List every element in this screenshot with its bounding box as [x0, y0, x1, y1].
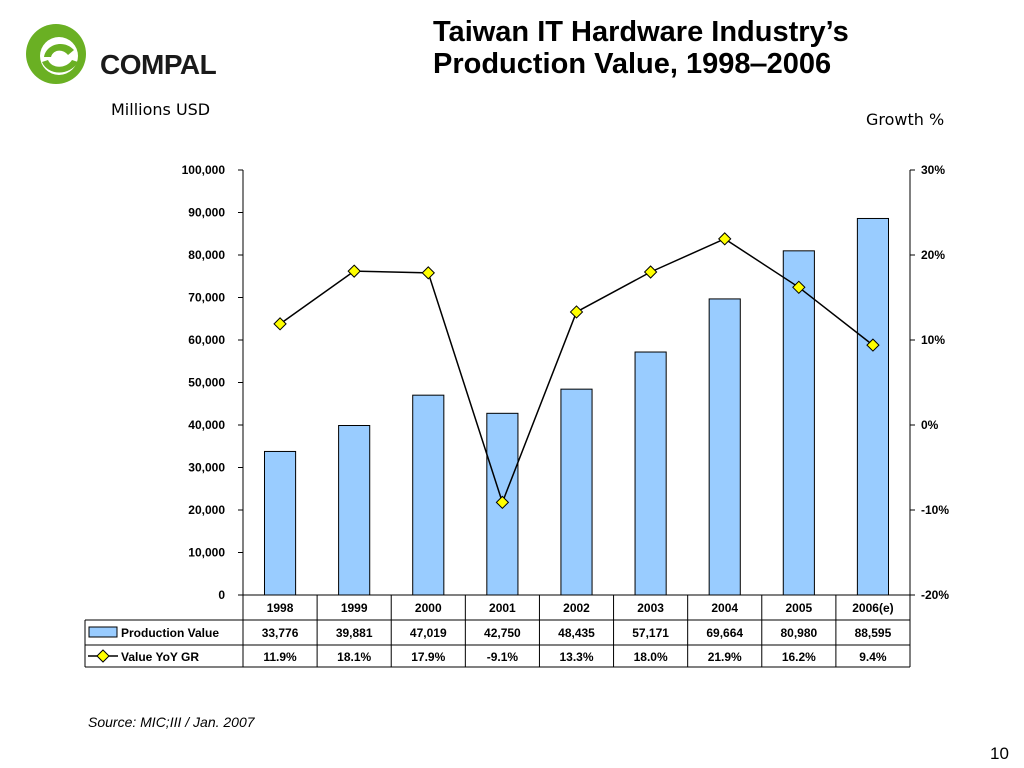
left-tick-label: 0 — [218, 588, 225, 602]
title-line-2: Production Value, 1998‒2006 — [433, 48, 832, 80]
left-axis-unit: Millions USD — [111, 100, 211, 119]
category-label: 2005 — [785, 601, 812, 615]
table-value-production: 47,019 — [410, 626, 447, 640]
table-value-production: 80,980 — [780, 626, 817, 640]
category-label: 2000 — [415, 601, 442, 615]
title-line-1: Taiwan IT Hardware Industry’s — [433, 16, 849, 48]
marker-value-yoy-gr — [569, 305, 584, 319]
table-value-production: 48,435 — [558, 626, 595, 640]
compal-logo: COMPAL — [22, 22, 232, 88]
category-label: 2003 — [637, 601, 664, 615]
marker-value-yoy-gr — [718, 232, 732, 246]
brand-wordmark: COMPAL — [100, 49, 217, 80]
table-value-yoy-gr: 18.1% — [337, 650, 371, 664]
left-tick-label: 50,000 — [188, 376, 225, 390]
table-value-production: 33,776 — [262, 626, 299, 640]
category-label: 1998 — [267, 601, 294, 615]
logo-e-mark — [44, 43, 74, 57]
left-tick-label: 30,000 — [188, 461, 225, 475]
marker-value-yoy-gr — [866, 338, 880, 352]
table-value-production: 39,881 — [336, 626, 373, 640]
left-tick-label: 70,000 — [188, 291, 225, 305]
logo-swoosh — [42, 60, 78, 73]
legend-key-bar — [88, 626, 118, 638]
marker-value-yoy-gr — [347, 264, 361, 278]
marker-value-yoy-gr — [421, 266, 435, 280]
left-tick-label: 10,000 — [188, 546, 225, 560]
table-value-yoy-gr: 21.9% — [708, 650, 742, 664]
table-value-yoy-gr: 16.2% — [782, 650, 816, 664]
category-label: 2001 — [489, 601, 516, 615]
legend-key-marker — [96, 649, 110, 663]
bar-production-value — [708, 298, 741, 596]
table-value-yoy-gr: 17.9% — [411, 650, 445, 664]
bar-production-value — [856, 217, 890, 596]
slide-title: Taiwan IT Hardware Industry’s Production… — [433, 16, 849, 80]
table-value-yoy-gr: -9.1% — [487, 650, 519, 664]
left-tick-label: 100,000 — [182, 163, 226, 177]
right-tick-label: -20% — [921, 588, 949, 602]
page-number: 10 — [990, 744, 1009, 763]
marker-value-yoy-gr — [273, 317, 287, 331]
bar-production-value — [782, 250, 815, 596]
category-label: 2004 — [711, 601, 738, 615]
production-value-chart: 0 10,000 20,000 30,000 40,000 50,000 60,000 70,… — [84, 163, 949, 668]
right-tick-label: 20% — [921, 248, 945, 262]
source-note: Source: MIC;III / Jan. 2007 — [88, 714, 255, 730]
bar-production-value — [263, 450, 297, 596]
table-value-production: 57,171 — [632, 626, 669, 640]
bar-production-value — [560, 388, 593, 596]
table-value-yoy-gr: 9.4% — [859, 650, 887, 664]
legend-label-production-value: Production Value — [121, 626, 219, 640]
left-tick-label: 60,000 — [188, 333, 225, 347]
left-tick-label: 40,000 — [188, 418, 225, 432]
right-axis-unit: Growth % — [866, 110, 945, 129]
table-value-yoy-gr: 13.3% — [559, 650, 593, 664]
bar-production-value — [634, 351, 667, 596]
legend-label-value-yoy-gr: Value YoY GR — [121, 650, 199, 664]
table-value-production: 69,664 — [706, 626, 743, 640]
table-value-yoy-gr: 11.9% — [263, 650, 297, 664]
left-tick-label: 90,000 — [188, 206, 225, 220]
marker-value-yoy-gr — [792, 280, 806, 295]
marker-value-yoy-gr — [643, 265, 658, 279]
bar-production-value — [412, 394, 445, 596]
category-label: 1999 — [341, 601, 368, 615]
left-tick-label: 80,000 — [188, 248, 225, 262]
right-tick-label: 0% — [921, 418, 939, 432]
right-tick-label: -10% — [921, 503, 949, 517]
right-tick-label: 10% — [921, 333, 945, 347]
table-value-production: 88,595 — [855, 626, 892, 640]
marker-value-yoy-gr — [495, 495, 510, 510]
category-label: 2006(e) — [852, 601, 893, 615]
left-tick-label: 20,000 — [188, 503, 225, 517]
table-value-yoy-gr: 18.0% — [634, 650, 668, 664]
table-value-production: 42,750 — [484, 626, 521, 640]
bar-production-value — [338, 425, 371, 596]
category-label: 2002 — [563, 601, 590, 615]
right-tick-label: 30% — [921, 163, 945, 177]
